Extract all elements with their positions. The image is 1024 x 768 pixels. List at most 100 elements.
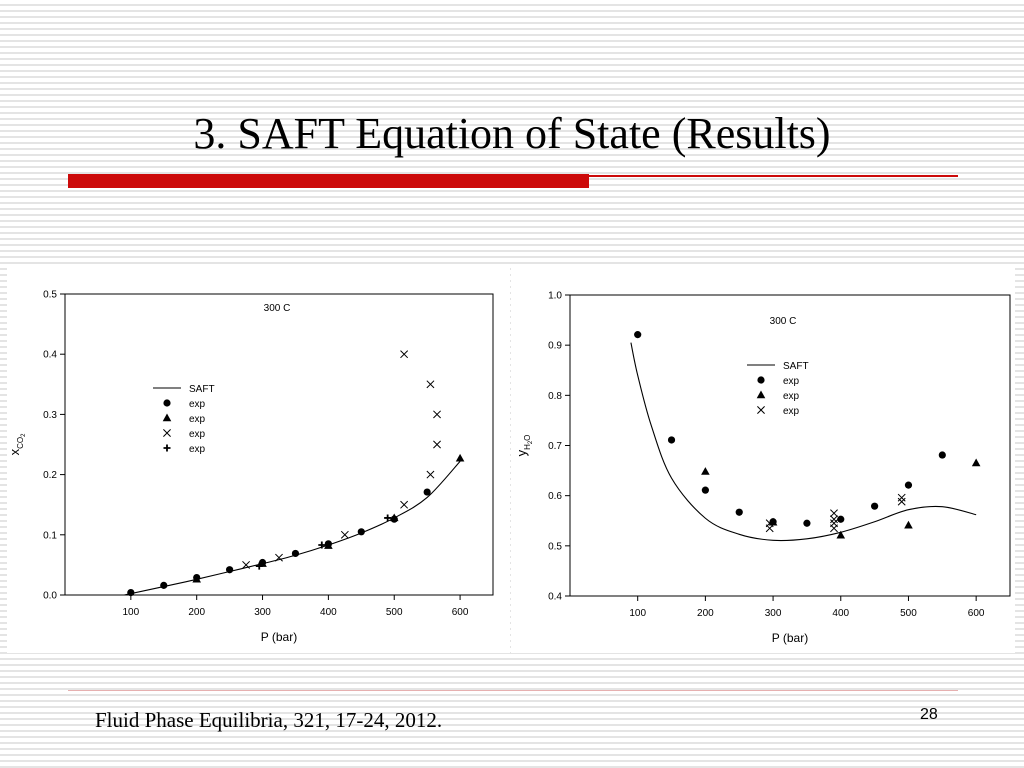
chart-1-legend-swatch-triangle — [162, 413, 172, 422]
chart-2-plot-frame — [569, 294, 1011, 597]
chart-1-y-axis-label-sub: CO — [16, 437, 25, 449]
chart-2-triangle-point — [904, 520, 913, 529]
chart-2-x-tick-label: 500 — [900, 608, 917, 619]
chart-1-x-tick-label: 400 — [320, 607, 337, 618]
title-underline-thin — [589, 175, 958, 177]
chart-1-x-point — [433, 440, 441, 449]
chart-1-triangle-point — [455, 453, 465, 462]
chart-1-y-axis-label-main: x — [7, 448, 22, 455]
chart-2-legend-label-exp: exp — [783, 406, 800, 417]
chart-2-x-point — [830, 515, 838, 524]
chart-2-circle-point — [871, 502, 879, 510]
chart-1-x-point — [340, 530, 349, 539]
chart-2-y-tick-label: 0.7 — [548, 441, 562, 452]
chart-1-legend-label-exp: exp — [189, 429, 206, 440]
chart-2-x-tick-label: 600 — [968, 608, 985, 619]
chart-2-y-tick-label: 0.6 — [548, 491, 562, 502]
chart-2-circle-point — [667, 436, 676, 444]
chart-2-legend-swatch-triangle — [756, 390, 766, 399]
chart-2-legend: SAFT exp exp exp — [747, 361, 809, 417]
chart-2-y-axis-label-sub2: 2 — [528, 440, 534, 444]
chart-2-y-axis-label-sub3: O — [523, 435, 532, 441]
chart-1-x-point — [426, 380, 435, 389]
title-underline — [68, 174, 958, 188]
chart-2-circle-point — [803, 519, 811, 527]
footer-divider — [68, 690, 958, 691]
chart-2-series-x — [765, 493, 906, 533]
chart-1-legend-label-exp: exp — [189, 399, 206, 410]
chart-1-legend-label-saft: SAFT — [189, 384, 215, 395]
chart-1-triangle-point — [192, 574, 201, 583]
chart-1-saft-line — [124, 460, 461, 596]
chart-1-circle-point — [357, 528, 365, 536]
chart-2-triangle-point — [971, 458, 981, 467]
chart-2-annotation: 300 C — [770, 316, 797, 327]
chart-1-y-tick-label: 0.3 — [43, 410, 57, 421]
chart-2-y-tick-label: 0.8 — [548, 391, 562, 402]
chart-1-series-circle — [127, 488, 431, 597]
chart-2-y-tick-label: 0.9 — [548, 341, 562, 352]
chart-1-x-tick-label: 100 — [123, 607, 140, 618]
chart-1-x-tick-label: 500 — [386, 607, 403, 618]
chart-1-legend-label-exp: exp — [189, 444, 206, 455]
chart-1-series-plus — [255, 514, 392, 570]
chart-2-x-axis-label: P (bar) — [772, 631, 808, 645]
chart-1-triangle-point — [258, 559, 267, 567]
chart-2-circle-point — [701, 486, 709, 494]
chart-2-x-tick-label: 400 — [832, 608, 849, 619]
chart-1-x-point — [242, 560, 251, 569]
chart-1-plus-point — [318, 541, 326, 549]
chart-2-x-tick-label: 200 — [697, 608, 714, 619]
slide-title: 3. SAFT Equation of State (Results) — [193, 109, 831, 158]
chart-1-annotation: 300 C — [264, 303, 291, 314]
chart-1-x-point — [426, 470, 435, 479]
chart-2-x-tick-label: 100 — [629, 608, 646, 619]
chart-1-y-tick-label: 0.4 — [43, 350, 57, 361]
chart-2-y-tick-label: 0.4 — [548, 592, 562, 603]
citation: Fluid Phase Equilibria, 321, 17-24, 2012… — [95, 708, 443, 732]
chart-1-legend-swatch-plus — [163, 444, 171, 452]
chart-1-legend-label-exp: exp — [189, 414, 206, 425]
chart-2-circle-point — [938, 451, 946, 459]
chart-1-circle-point — [127, 588, 135, 597]
chart-1-y-tick-label: 0.1 — [43, 530, 57, 541]
chart-2-legend-swatch-circle — [757, 376, 765, 384]
chart-co2-solubility: 100 200 300 400 500 600 0.0 0.1 0.2 0.3 0.4 0.5 P (b… — [7, 268, 510, 653]
chart-1-y-tick-label: 0.2 — [43, 470, 57, 481]
chart-2-y-axis-label: yH2O — [514, 435, 534, 457]
chart-2-circle-point — [904, 481, 913, 489]
chart-2-legend-label-exp: exp — [783, 391, 800, 402]
chart-1-triangle-point — [389, 513, 399, 522]
chart-1-plus-point — [255, 562, 263, 570]
chart-2-circle-point — [837, 515, 845, 523]
chart-1-circle-point — [291, 549, 300, 558]
chart-1-legend-swatch-circle — [163, 399, 171, 407]
chart-2-legend-label-exp: exp — [783, 376, 800, 387]
chart-2-y-tick-label: 1.0 — [548, 291, 562, 302]
chart-2-x-tick-label: 300 — [765, 608, 782, 619]
chart-1-x-point — [275, 553, 283, 562]
chart-1-legend: SAFT exp exp exp exp — [153, 384, 215, 455]
chart-2-circle-point — [735, 508, 743, 516]
chart-2-saft-line — [630, 342, 977, 542]
chart-1-circle-point — [226, 566, 234, 574]
chart-1-y-tick-label: 0.0 — [43, 591, 57, 602]
chart-1-legend-swatch-x — [163, 429, 171, 437]
chart-1-x-point — [400, 500, 409, 509]
chart-1-circle-point — [160, 581, 168, 589]
chart-h2o-svg: 100 200 300 400 500 600 0.4 0.5 0.6 0.7 0.8 0.9 1.0 P… — [514, 291, 1011, 645]
chart-co2-svg: 100 200 300 400 500 600 0.0 0.1 0.2 0.3 0.4 0.5 P (b… — [7, 290, 494, 644]
chart-1-x-tick-label: 600 — [452, 607, 469, 618]
slide-number: 28 — [920, 706, 938, 723]
chart-2-y-axis-label-sub: H — [523, 444, 532, 450]
chart-2-x-point — [830, 509, 838, 518]
chart-1-x-point — [400, 350, 409, 359]
chart-2-y-tick-label: 0.5 — [548, 541, 562, 552]
chart-2-y-axis-label-main: y — [514, 449, 529, 456]
chart-1-circle-point — [423, 488, 431, 496]
chart-2-x-point — [897, 497, 906, 506]
chart-2-x-point — [830, 524, 838, 533]
chart-2-x-point — [765, 524, 774, 533]
chart-1-y-tick-label: 0.5 — [43, 290, 57, 301]
title-underline-bar — [68, 174, 589, 188]
